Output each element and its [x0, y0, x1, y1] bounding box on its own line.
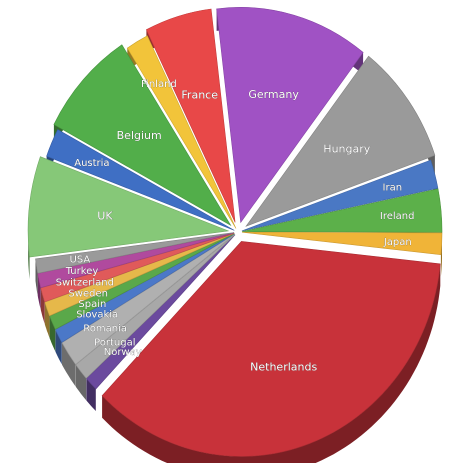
pie-slice-side-slovakia: [55, 329, 62, 365]
pie-label-switzerland: Switzerland: [56, 277, 114, 288]
pie-label-japan: Japan: [383, 237, 412, 248]
pie-label-romania: Romania: [83, 324, 127, 335]
pie-slice-sweden: [44, 233, 235, 317]
pie-label-hungary: Hungary: [323, 142, 370, 155]
pie-label-norway: Norway: [104, 347, 142, 358]
pie-label-germany: Germany: [248, 88, 299, 101]
pie-label-spain: Spain: [78, 299, 106, 310]
pie-slice-germany: [216, 7, 364, 224]
pie-slice-france: [146, 8, 236, 223]
pie-slice-belgium: [53, 44, 232, 227]
pie-slice-japan: [241, 231, 443, 256]
pie-slice-iran: [241, 159, 439, 232]
pie-label-finland: Finland: [141, 79, 177, 90]
pie-slice-side-spain: [49, 316, 56, 352]
pie-slice-side-turkey: [37, 273, 41, 310]
pie-label-austria: Austria: [74, 158, 109, 169]
pie-slice-side-sweden: [44, 302, 50, 338]
pie-slice-usa: [35, 232, 235, 274]
pie-label-france: France: [181, 89, 218, 102]
pie-slice-hungary: [245, 55, 436, 227]
pie-slice-side-netherlands: [102, 263, 441, 463]
pie-slice-side-usa: [35, 258, 38, 296]
pie-slice-spain: [49, 233, 235, 330]
pie-slice-side-portugal: [75, 364, 87, 401]
pie-label-iran: Iran: [383, 183, 403, 194]
pie-label-turkey: Turkey: [65, 266, 99, 277]
pie-slice-finland: [126, 35, 237, 229]
pie-slice-netherlands: [101, 241, 441, 457]
pie-label-belgium: Belgium: [117, 129, 162, 142]
pie-slice-switzerland: [40, 232, 235, 303]
pie-label-netherlands: Netherlands: [250, 361, 317, 374]
pie-slice-ireland: [241, 188, 443, 233]
pie-label-ireland: Ireland: [380, 211, 415, 222]
pie-slice-tops: [27, 7, 443, 457]
pie-label-portugal: Portugal: [94, 338, 135, 349]
pie-slice-romania: [61, 233, 235, 365]
pie-slice-uk: [27, 156, 230, 258]
pie-slice-side-romania: [62, 342, 76, 387]
pie-label-usa: USA: [70, 255, 91, 266]
pie-slice-side-switzerland: [40, 288, 45, 324]
pie-slice-slovakia: [55, 233, 235, 343]
pie-label-sweden: Sweden: [68, 288, 108, 299]
pie-slice-austria: [46, 129, 235, 231]
pie-label-slovakia: Slovakia: [76, 310, 118, 321]
pie-slice-portugal: [75, 234, 236, 379]
pie-label-uk: UK: [97, 210, 113, 223]
